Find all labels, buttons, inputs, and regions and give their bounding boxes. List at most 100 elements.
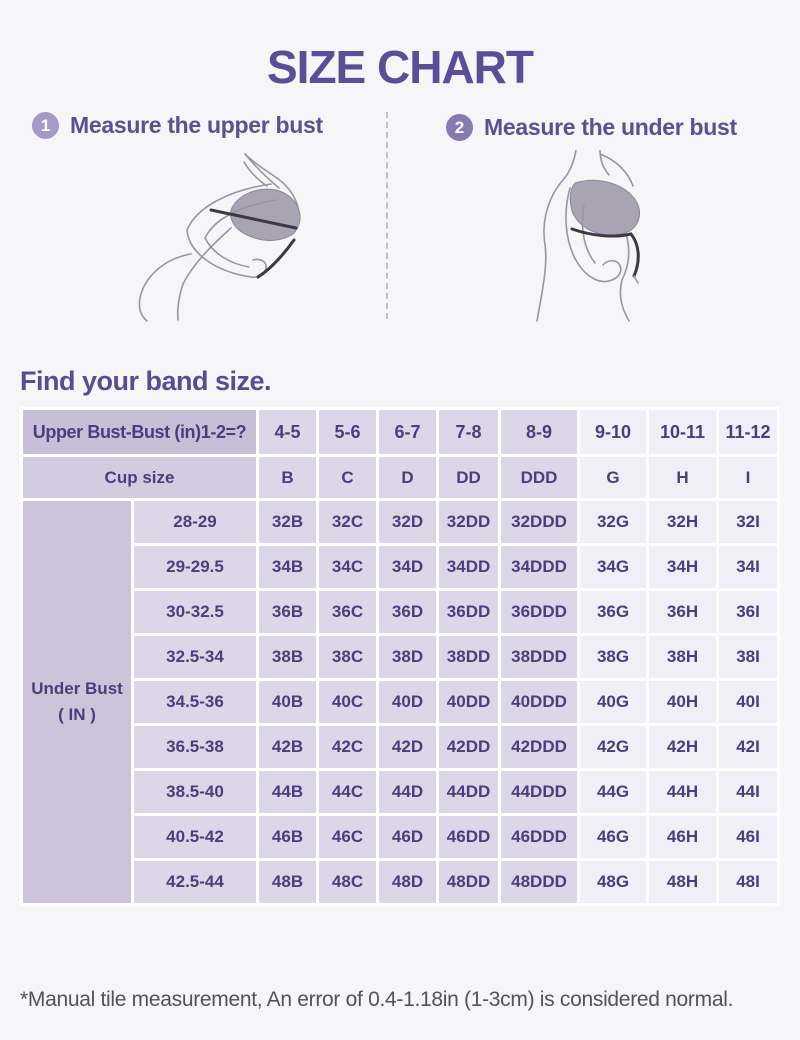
size-cell: 38DDD [501, 636, 578, 678]
table-row: 38.5-40 44B 44C 44D 44DD 44DDD 44G 44H 4… [23, 771, 778, 813]
range-cell: 36.5-38 [134, 726, 257, 768]
size-cell: 34D [379, 546, 437, 588]
size-cell: 36H [649, 591, 717, 633]
size-cell: 42DDD [501, 726, 578, 768]
size-cell: 40D [379, 681, 437, 723]
size-cell: 46DD [439, 816, 499, 858]
diff-header-cell: 6-7 [379, 410, 437, 454]
size-cell: 48G [580, 861, 647, 903]
size-cell: 42C [319, 726, 377, 768]
size-cell: 46G [580, 816, 647, 858]
diff-header-cell: 5-6 [319, 410, 377, 454]
size-cell: 32G [580, 501, 647, 543]
step-2-number-badge: 2 [446, 114, 473, 141]
step-1: 1 Measure the upper bust [32, 112, 323, 139]
size-cell: 46DDD [501, 816, 578, 858]
diff-header-cell: 4-5 [259, 410, 317, 454]
size-cell: 34B [259, 546, 317, 588]
size-cell: 34G [580, 546, 647, 588]
size-cell: 40DD [439, 681, 499, 723]
size-cell: 48DD [439, 861, 499, 903]
diff-header-cell: 9-10 [580, 410, 647, 454]
under-bust-illustration [480, 149, 730, 327]
size-cell: 44DDD [501, 771, 578, 813]
size-cell: 34H [649, 546, 717, 588]
size-cell: 32I [719, 501, 778, 543]
diff-header-cell: 10-11 [649, 410, 717, 454]
range-cell: 42.5-44 [134, 861, 257, 903]
size-cell: 48H [649, 861, 717, 903]
under-bust-label-line2: ( IN ) [58, 705, 96, 724]
size-cell: 44B [259, 771, 317, 813]
size-cell: 40G [580, 681, 647, 723]
size-cell: 36D [379, 591, 437, 633]
size-cell: 44C [319, 771, 377, 813]
cup-size-cell: D [379, 457, 437, 498]
size-cell: 36B [259, 591, 317, 633]
cup-size-cell: DDD [501, 457, 578, 498]
diff-header-cell: 11-12 [719, 410, 778, 454]
step-2-label: Measure the under bust [484, 114, 737, 140]
under-bust-label-line1: Under Bust [31, 678, 123, 698]
range-cell: 28-29 [134, 501, 257, 543]
table-row: 29-29.5 34B 34C 34D 34DD 34DDD 34G 34H 3… [23, 546, 778, 588]
measurement-disclaimer: *Manual tile measurement, An error of 0.… [20, 988, 734, 1011]
size-cell: 34I [719, 546, 778, 588]
size-chart-table: Upper Bust-Bust (in)1-2=? 4-5 5-6 6-7 7-… [20, 407, 781, 906]
size-cell: 46H [649, 816, 717, 858]
size-cell: 40I [719, 681, 778, 723]
size-cell: 42B [259, 726, 317, 768]
step-2: 2 Measure the under bust [446, 114, 737, 141]
size-cell: 32C [319, 501, 377, 543]
upper-bust-illustration [95, 150, 375, 327]
dashed-divider [386, 112, 388, 319]
cup-size-cell: I [719, 457, 778, 498]
size-cell: 44I [719, 771, 778, 813]
size-cell: 44H [649, 771, 717, 813]
size-cell: 40H [649, 681, 717, 723]
size-cell: 34C [319, 546, 377, 588]
table-row: 40.5-42 46B 46C 46D 46DD 46DDD 46G 46H 4… [23, 816, 778, 858]
size-cell: 36C [319, 591, 377, 633]
cup-size-cell: B [259, 457, 317, 498]
page-title: SIZE CHART [267, 41, 534, 93]
size-cell: 32D [379, 501, 437, 543]
size-cell: 34DD [439, 546, 499, 588]
range-cell: 38.5-40 [134, 771, 257, 813]
size-cell: 38B [259, 636, 317, 678]
table-row: 30-32.5 36B 36C 36D 36DD 36DDD 36G 36H 3… [23, 591, 778, 633]
step-1-label: Measure the upper bust [70, 112, 323, 138]
cup-size-cell: DD [439, 457, 499, 498]
size-cell: 40B [259, 681, 317, 723]
size-cell: 42DD [439, 726, 499, 768]
range-cell: 30-32.5 [134, 591, 257, 633]
table-row: 36.5-38 42B 42C 42D 42DD 42DDD 42G 42H 4… [23, 726, 778, 768]
table-row: 32.5-34 38B 38C 38D 38DD 38DDD 38G 38H 3… [23, 636, 778, 678]
size-cell: 42G [580, 726, 647, 768]
size-cell: 36DDD [501, 591, 578, 633]
size-cell: 44D [379, 771, 437, 813]
size-cell: 32DD [439, 501, 499, 543]
size-cell: 38I [719, 636, 778, 678]
range-cell: 29-29.5 [134, 546, 257, 588]
range-cell: 34.5-36 [134, 681, 257, 723]
size-cell: 48DDD [501, 861, 578, 903]
size-cell: 48D [379, 861, 437, 903]
size-cell: 40C [319, 681, 377, 723]
table-row: 34.5-36 40B 40C 40D 40DD 40DDD 40G 40H 4… [23, 681, 778, 723]
size-cell: 38G [580, 636, 647, 678]
size-cell: 34DDD [501, 546, 578, 588]
under-bust-header-cell: Under Bust ( IN ) [23, 501, 131, 903]
diff-header-cell: 7-8 [439, 410, 499, 454]
size-cell: 36G [580, 591, 647, 633]
table-row: Under Bust ( IN ) 28-29 32B 32C 32D 32DD… [23, 501, 778, 903]
size-cell: 42I [719, 726, 778, 768]
size-cell: 46D [379, 816, 437, 858]
cup-size-cell: G [580, 457, 647, 498]
cup-size-cell: C [319, 457, 377, 498]
size-cell: 48I [719, 861, 778, 903]
cup-size-label-cell: Cup size [23, 457, 257, 498]
diff-header-row: Upper Bust-Bust (in)1-2=? 4-5 5-6 6-7 7-… [23, 410, 778, 454]
range-cell: 40.5-42 [134, 816, 257, 858]
size-cell: 38H [649, 636, 717, 678]
